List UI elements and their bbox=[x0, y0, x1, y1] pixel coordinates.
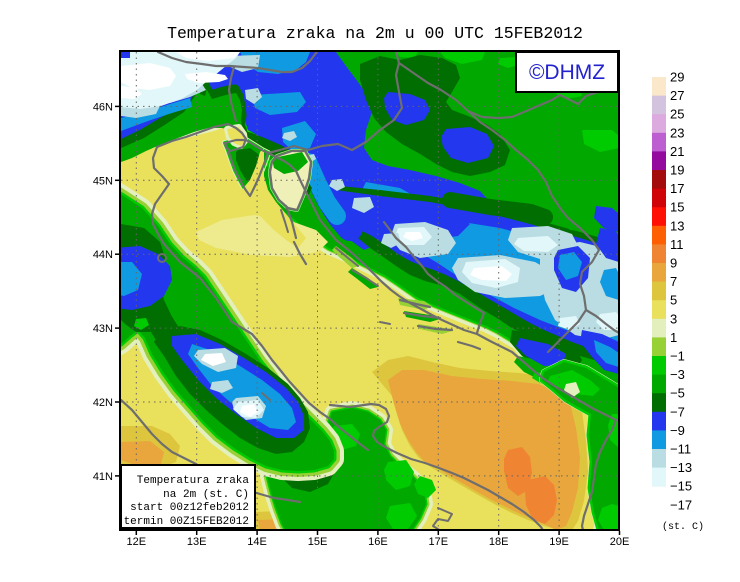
svg-text:16E: 16E bbox=[368, 536, 388, 548]
svg-text:15E: 15E bbox=[308, 536, 328, 548]
svg-text:23: 23 bbox=[670, 125, 684, 140]
svg-text:21: 21 bbox=[670, 144, 684, 159]
svg-text:11: 11 bbox=[670, 237, 684, 252]
svg-text:29: 29 bbox=[670, 70, 684, 85]
svg-text:15: 15 bbox=[670, 200, 684, 215]
svg-text:27: 27 bbox=[670, 88, 684, 103]
svg-text:18E: 18E bbox=[489, 536, 509, 548]
svg-text:−17: −17 bbox=[670, 497, 692, 512]
svg-text:na 2m (st. C): na 2m (st. C) bbox=[163, 489, 249, 501]
svg-text:−13: −13 bbox=[670, 460, 692, 475]
svg-text:25: 25 bbox=[670, 107, 684, 122]
svg-text:20E: 20E bbox=[610, 536, 630, 548]
svg-text:13E: 13E bbox=[187, 536, 207, 548]
svg-text:14E: 14E bbox=[247, 536, 267, 548]
svg-text:9: 9 bbox=[670, 256, 677, 271]
svg-text:41N: 41N bbox=[93, 471, 113, 483]
svg-text:−11: −11 bbox=[670, 442, 691, 457]
svg-text:−5: −5 bbox=[670, 386, 685, 401]
svg-text:19: 19 bbox=[670, 163, 684, 178]
svg-text:start 00z12feb2012: start 00z12feb2012 bbox=[130, 502, 249, 514]
svg-text:44N: 44N bbox=[93, 249, 113, 261]
svg-text:termin 00Z15FEB2012: termin 00Z15FEB2012 bbox=[124, 516, 249, 528]
svg-text:3: 3 bbox=[670, 311, 677, 326]
svg-text:46N: 46N bbox=[93, 101, 113, 113]
svg-text:Temperatura zraka: Temperatura zraka bbox=[137, 475, 250, 487]
svg-text:−3: −3 bbox=[670, 367, 685, 382]
svg-text:−15: −15 bbox=[670, 479, 692, 494]
svg-text:17: 17 bbox=[670, 181, 684, 196]
svg-text:19E: 19E bbox=[549, 536, 569, 548]
svg-text:7: 7 bbox=[670, 274, 677, 289]
svg-text:(st. C): (st. C) bbox=[662, 521, 704, 533]
svg-text:5: 5 bbox=[670, 293, 677, 308]
svg-text:©DHMZ: ©DHMZ bbox=[529, 61, 605, 84]
svg-text:Temperatura zraka na 2m u 00 U: Temperatura zraka na 2m u 00 UTC 15FEB20… bbox=[167, 24, 583, 43]
svg-text:45N: 45N bbox=[93, 175, 113, 187]
svg-text:−7: −7 bbox=[670, 404, 685, 419]
svg-text:17E: 17E bbox=[429, 536, 449, 548]
svg-text:42N: 42N bbox=[93, 397, 113, 409]
svg-text:1: 1 bbox=[670, 330, 677, 345]
svg-text:12E: 12E bbox=[127, 536, 147, 548]
svg-text:43N: 43N bbox=[93, 323, 113, 335]
svg-text:−1: −1 bbox=[670, 349, 685, 364]
svg-text:−9: −9 bbox=[670, 423, 685, 438]
svg-text:13: 13 bbox=[670, 218, 684, 233]
